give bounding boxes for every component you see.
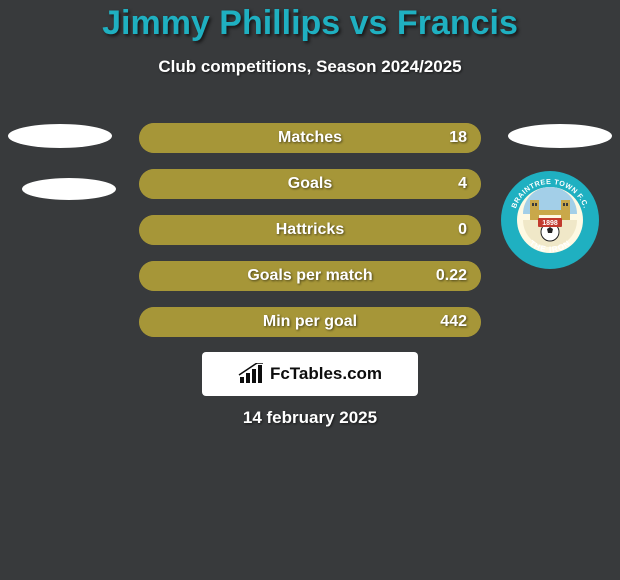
player-a-name: Jimmy Phillips [102, 4, 340, 42]
stat-label: Goals per match [247, 267, 372, 285]
stat-value: 442 [440, 313, 467, 331]
stat-value: 0 [458, 221, 467, 239]
club-crest: 1898 BRAINTREE TOWN F.C. THE IRON [500, 170, 600, 270]
stat-row: Goals 4 [139, 169, 481, 199]
oval-shape [22, 178, 116, 200]
oval-shape [8, 124, 112, 148]
stat-row: Min per goal 442 [139, 307, 481, 337]
vs-text: vs [340, 4, 397, 42]
bar-chart-icon [238, 363, 264, 385]
crest-svg: 1898 BRAINTREE TOWN F.C. THE IRON [500, 170, 600, 270]
stat-value: 4 [458, 175, 467, 193]
crest-year: 1898 [542, 220, 558, 227]
player-b-name: Francis [397, 4, 518, 42]
stat-label: Goals [288, 175, 332, 193]
left-player-silhouette [8, 124, 116, 230]
stat-label: Hattricks [276, 221, 344, 239]
stats-list: Matches 18 Goals 4 Hattricks 0 Goals per match… [139, 123, 481, 353]
stat-row: Matches 18 [139, 123, 481, 153]
stat-value: 18 [449, 129, 467, 147]
stat-row: Goals per match 0.22 [139, 261, 481, 291]
stat-label: Min per goal [263, 313, 357, 331]
brand-name: FcTables.com [270, 364, 382, 384]
page-title: Jimmy Phillips vs Francis [0, 0, 620, 43]
subtitle: Club competitions, Season 2024/2025 [0, 57, 620, 77]
oval-shape [508, 124, 612, 148]
snapshot-date: 14 february 2025 [0, 408, 620, 428]
stat-label: Matches [278, 129, 342, 147]
stat-row: Hattricks 0 [139, 215, 481, 245]
stat-value: 0.22 [436, 267, 467, 285]
brand-watermark: FcTables.com [202, 352, 418, 396]
